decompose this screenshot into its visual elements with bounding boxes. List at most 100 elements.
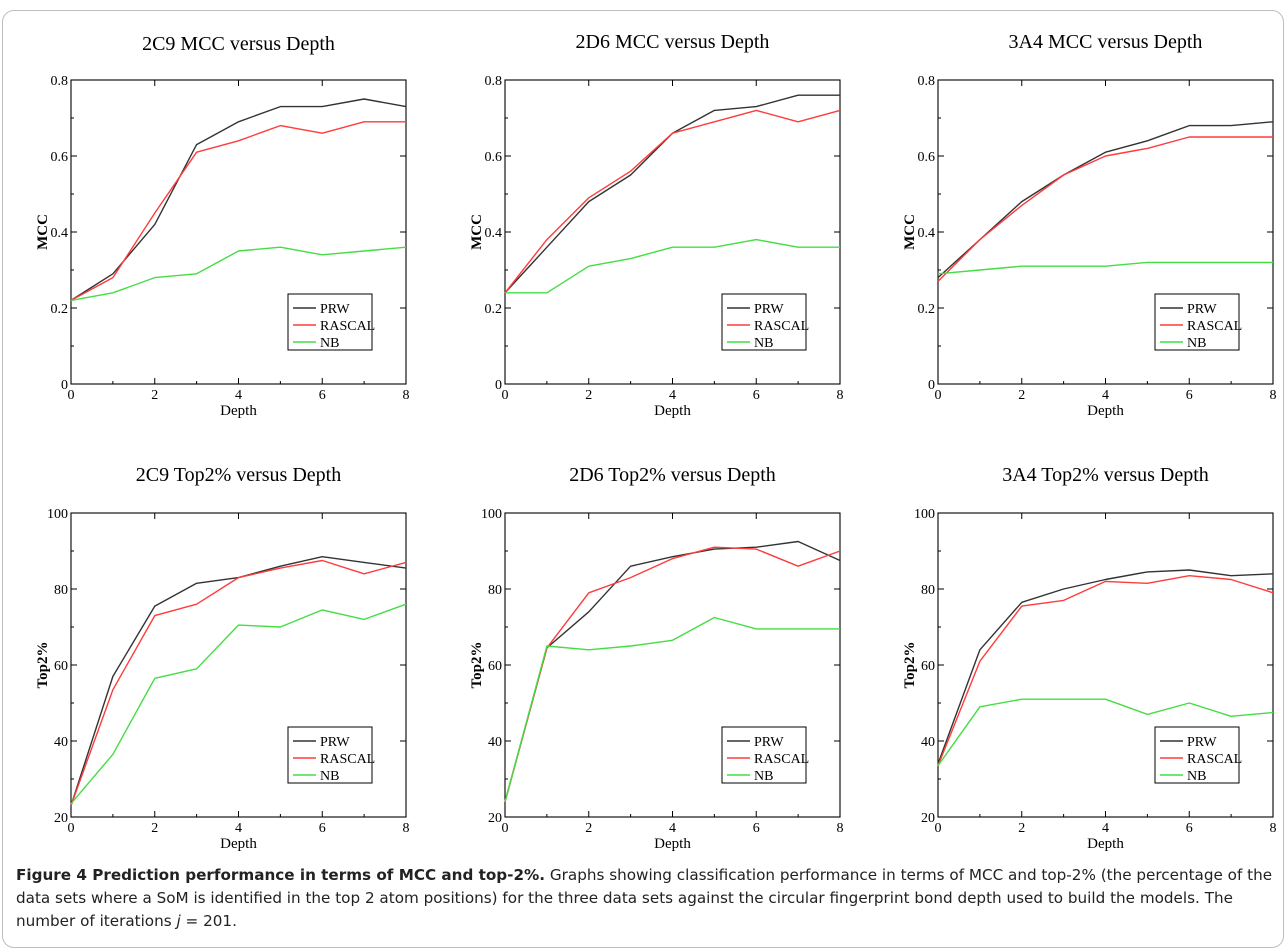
y-tick-label: 0.4 xyxy=(51,226,69,241)
y-tick-label: 0.4 xyxy=(918,226,936,241)
x-tick-label: 4 xyxy=(669,821,676,836)
chart-title: 3A4 Top2% versus Depth xyxy=(1002,464,1209,486)
legend-label: RASCAL xyxy=(1187,752,1242,767)
legend-label: RASCAL xyxy=(754,319,809,334)
series-line-nb xyxy=(937,698,1274,767)
chart-panel-6: 3A4 Top2% versus Depth 0 2 4 6 8 20 40 60 80 100 De… xyxy=(902,464,1277,852)
y-tick-label: 0.8 xyxy=(51,74,69,89)
x-tick-label: 2 xyxy=(151,388,158,403)
chart-panel-5: 2D6 Top2% versus Depth 0 2 4 6 8 20 40 60 80 100 De… xyxy=(469,464,844,852)
series-line-prw xyxy=(937,121,1274,279)
series-line-rascal xyxy=(937,136,1273,282)
legend-label: RASCAL xyxy=(754,752,809,767)
x-axis-label: Depth xyxy=(654,836,691,852)
caption-variable: j xyxy=(176,912,181,930)
y-tick-label: 0.2 xyxy=(485,302,503,317)
x-tick-label: 0 xyxy=(68,821,75,836)
x-axis-label: Depth xyxy=(1087,403,1124,419)
x-tick-label: 4 xyxy=(235,388,242,403)
series-line-nb xyxy=(505,238,840,294)
x-tick-label: 0 xyxy=(502,388,509,403)
x-tick-label: 6 xyxy=(319,821,326,836)
figure-caption: Figure 4 Prediction performance in terms… xyxy=(16,864,1274,933)
x-tick-label: 6 xyxy=(319,388,326,403)
caption-tail: = 201. xyxy=(180,912,237,930)
y-axis-label: Top2% xyxy=(35,642,51,689)
x-tick-label: 0 xyxy=(68,388,75,403)
chart-title: 3A4 MCC versus Depth xyxy=(1009,31,1203,53)
figure-frame xyxy=(2,10,1284,948)
series-line-rascal xyxy=(70,121,406,302)
y-tick-label: 100 xyxy=(481,507,502,522)
legend-label: PRW xyxy=(754,302,784,317)
legend-box xyxy=(721,726,807,784)
legend-label: PRW xyxy=(1187,302,1217,317)
y-tick-label: 40 xyxy=(921,735,935,750)
y-tick-label: 0.2 xyxy=(51,302,69,317)
chart-title: 2C9 Top2% versus Depth xyxy=(136,464,341,486)
x-tick-label: 2 xyxy=(151,821,158,836)
x-tick-label: 6 xyxy=(1186,821,1193,836)
y-tick-label: 0.8 xyxy=(485,74,503,89)
series-line-nb xyxy=(70,603,407,805)
y-tick-label: 20 xyxy=(54,811,68,826)
y-tick-label: 0.6 xyxy=(51,150,69,165)
series-line-rascal xyxy=(504,546,841,802)
y-tick-label: 0.4 xyxy=(485,226,503,241)
y-tick-label: 60 xyxy=(488,659,502,674)
x-tick-label: 0 xyxy=(935,388,942,403)
y-tick-label: 100 xyxy=(914,507,935,522)
x-tick-label: 8 xyxy=(1270,388,1277,403)
y-tick-label: 60 xyxy=(921,659,935,674)
legend-box xyxy=(1154,726,1240,784)
legend-label: PRW xyxy=(320,735,350,750)
series-line-prw xyxy=(504,94,840,294)
series-line-nb xyxy=(70,246,407,302)
x-tick-label: 0 xyxy=(935,821,942,836)
x-axis-label: Depth xyxy=(654,403,691,419)
x-tick-label: 8 xyxy=(837,821,844,836)
legend-label: NB xyxy=(1187,769,1206,784)
series-line-rascal xyxy=(70,559,407,806)
x-tick-label: 8 xyxy=(403,821,410,836)
y-axis-label: MCC xyxy=(902,214,918,250)
y-axis-label: Top2% xyxy=(902,642,918,689)
x-axis-label: Depth xyxy=(220,403,257,419)
y-tick-label: 80 xyxy=(921,583,935,598)
y-tick-label: 0 xyxy=(495,378,502,393)
legend-box xyxy=(287,293,373,351)
x-tick-label: 4 xyxy=(1102,388,1109,403)
legend-label: PRW xyxy=(320,302,350,317)
x-axis-label: Depth xyxy=(220,836,257,852)
x-tick-label: 8 xyxy=(1270,821,1277,836)
legend-label: RASCAL xyxy=(1187,319,1242,334)
chart-title: 2C9 MCC versus Depth xyxy=(142,33,335,55)
y-tick-label: 20 xyxy=(488,811,502,826)
legend-label: PRW xyxy=(1187,735,1217,750)
x-tick-label: 0 xyxy=(502,821,509,836)
legend-label: RASCAL xyxy=(320,319,375,334)
x-tick-label: 4 xyxy=(669,388,676,403)
y-tick-label: 80 xyxy=(54,583,68,598)
series-line-prw xyxy=(937,569,1274,765)
y-axis-label: MCC xyxy=(35,214,51,250)
y-tick-label: 60 xyxy=(54,659,68,674)
x-tick-label: 4 xyxy=(1102,821,1109,836)
series-line-nb xyxy=(937,261,1273,275)
legend-label: RASCAL xyxy=(320,752,375,767)
x-tick-label: 2 xyxy=(585,388,592,403)
x-tick-label: 2 xyxy=(1018,821,1025,836)
y-tick-label: 0 xyxy=(61,378,68,393)
legend-label: NB xyxy=(754,769,773,784)
chart-panel-2: 2D6 MCC versus Depth 0 2 4 6 8 0 0.2 0.4 0.6 0.8 De… xyxy=(469,31,844,419)
y-tick-label: 0 xyxy=(928,378,935,393)
x-tick-label: 8 xyxy=(837,388,844,403)
y-axis-label: Top2% xyxy=(469,642,485,689)
series-line-prw xyxy=(504,540,841,802)
chart-title: 2D6 Top2% versus Depth xyxy=(569,464,776,486)
y-tick-label: 40 xyxy=(488,735,502,750)
x-tick-label: 6 xyxy=(753,388,760,403)
series-line-nb xyxy=(504,616,840,802)
y-tick-label: 0.8 xyxy=(918,74,936,89)
chart-panel-1: 2C9 MCC versus Depth 0 2 4 6 8 0 0.2 0.4 0.6 0.8 De… xyxy=(35,33,410,419)
